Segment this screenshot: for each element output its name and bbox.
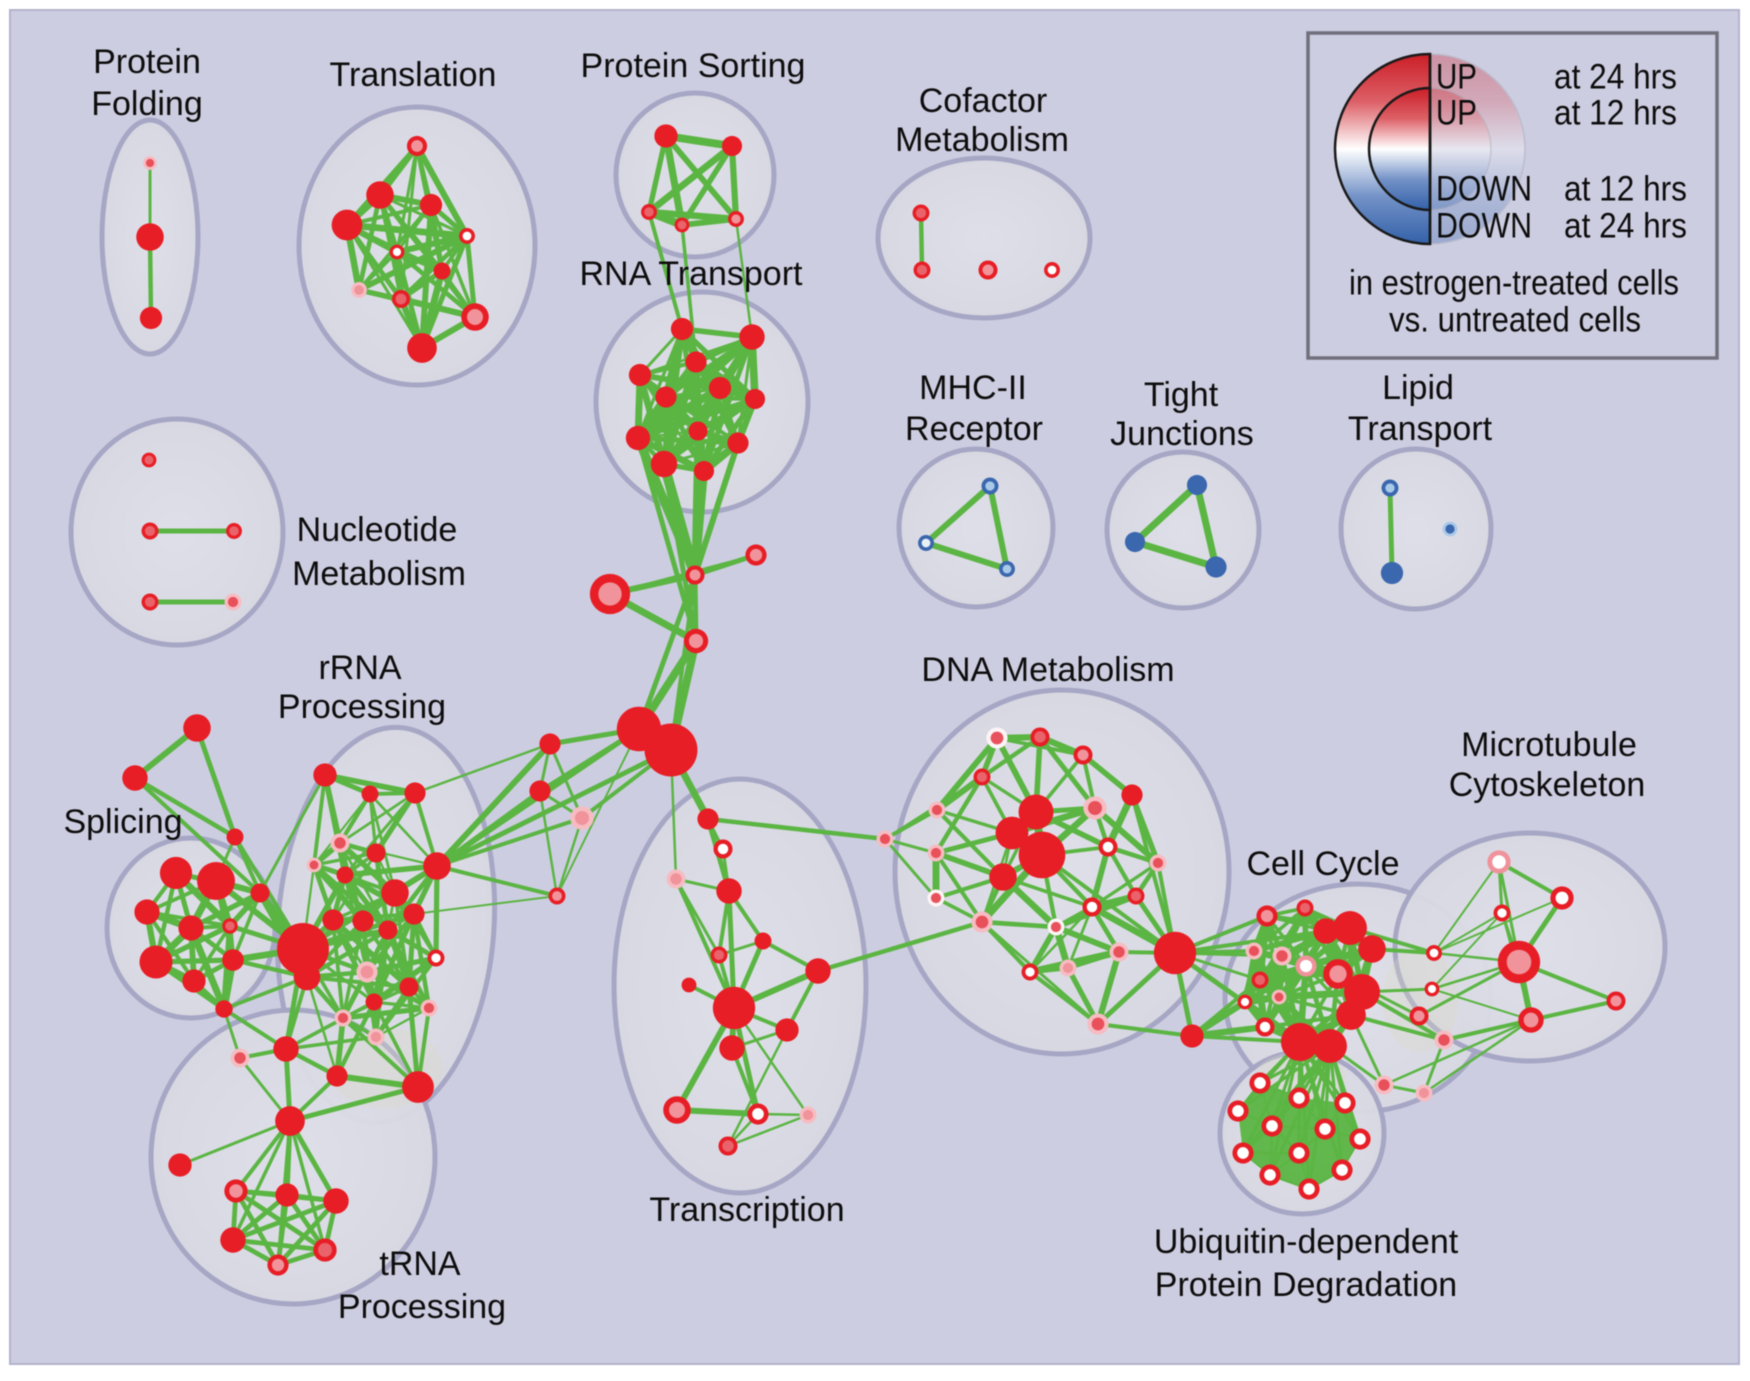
svg-text:at 24 hrs: at 24 hrs bbox=[1564, 206, 1687, 245]
svg-text:Microtubule: Microtubule bbox=[1461, 726, 1637, 764]
svg-text:Tight: Tight bbox=[1144, 376, 1219, 414]
svg-text:Protein Degradation: Protein Degradation bbox=[1155, 1266, 1457, 1304]
svg-text:Protein: Protein bbox=[93, 43, 201, 81]
svg-text:RNA Transport: RNA Transport bbox=[580, 255, 804, 293]
svg-text:rRNA: rRNA bbox=[318, 649, 401, 687]
svg-text:at 12 hrs: at 12 hrs bbox=[1554, 93, 1677, 132]
svg-text:Cytoskeleton: Cytoskeleton bbox=[1449, 766, 1646, 804]
svg-text:vs. untreated cells: vs. untreated cells bbox=[1389, 300, 1641, 339]
svg-text:Metabolism: Metabolism bbox=[292, 555, 466, 593]
svg-text:DOWN: DOWN bbox=[1436, 169, 1532, 208]
svg-text:Processing: Processing bbox=[338, 1288, 506, 1326]
svg-text:UP: UP bbox=[1436, 93, 1477, 132]
svg-text:Cell Cycle: Cell Cycle bbox=[1246, 845, 1399, 883]
svg-text:Transport: Transport bbox=[1348, 410, 1493, 448]
svg-text:in estrogen-treated cells: in estrogen-treated cells bbox=[1349, 263, 1679, 302]
svg-text:Folding: Folding bbox=[91, 85, 203, 123]
svg-text:Cofactor: Cofactor bbox=[919, 82, 1048, 120]
svg-text:at 12 hrs: at 12 hrs bbox=[1564, 169, 1687, 208]
svg-text:Processing: Processing bbox=[278, 688, 446, 726]
svg-text:Receptor: Receptor bbox=[905, 410, 1043, 448]
svg-text:UP: UP bbox=[1436, 57, 1477, 96]
svg-text:MHC-II: MHC-II bbox=[919, 369, 1027, 407]
svg-text:Metabolism: Metabolism bbox=[895, 121, 1069, 159]
svg-text:Translation: Translation bbox=[330, 56, 497, 94]
svg-text:Transcription: Transcription bbox=[649, 1191, 844, 1229]
svg-text:at 24 hrs: at 24 hrs bbox=[1554, 57, 1677, 96]
svg-text:Nucleotide: Nucleotide bbox=[297, 511, 458, 549]
svg-text:Protein Sorting: Protein Sorting bbox=[581, 47, 806, 85]
svg-text:tRNA: tRNA bbox=[379, 1245, 461, 1283]
svg-text:Junctions: Junctions bbox=[1110, 415, 1254, 453]
svg-text:Ubiquitin-dependent: Ubiquitin-dependent bbox=[1154, 1223, 1459, 1261]
svg-text:DNA Metabolism: DNA Metabolism bbox=[921, 651, 1174, 689]
svg-text:Lipid: Lipid bbox=[1382, 369, 1454, 407]
svg-text:DOWN: DOWN bbox=[1436, 206, 1532, 245]
svg-text:Splicing: Splicing bbox=[63, 803, 182, 841]
